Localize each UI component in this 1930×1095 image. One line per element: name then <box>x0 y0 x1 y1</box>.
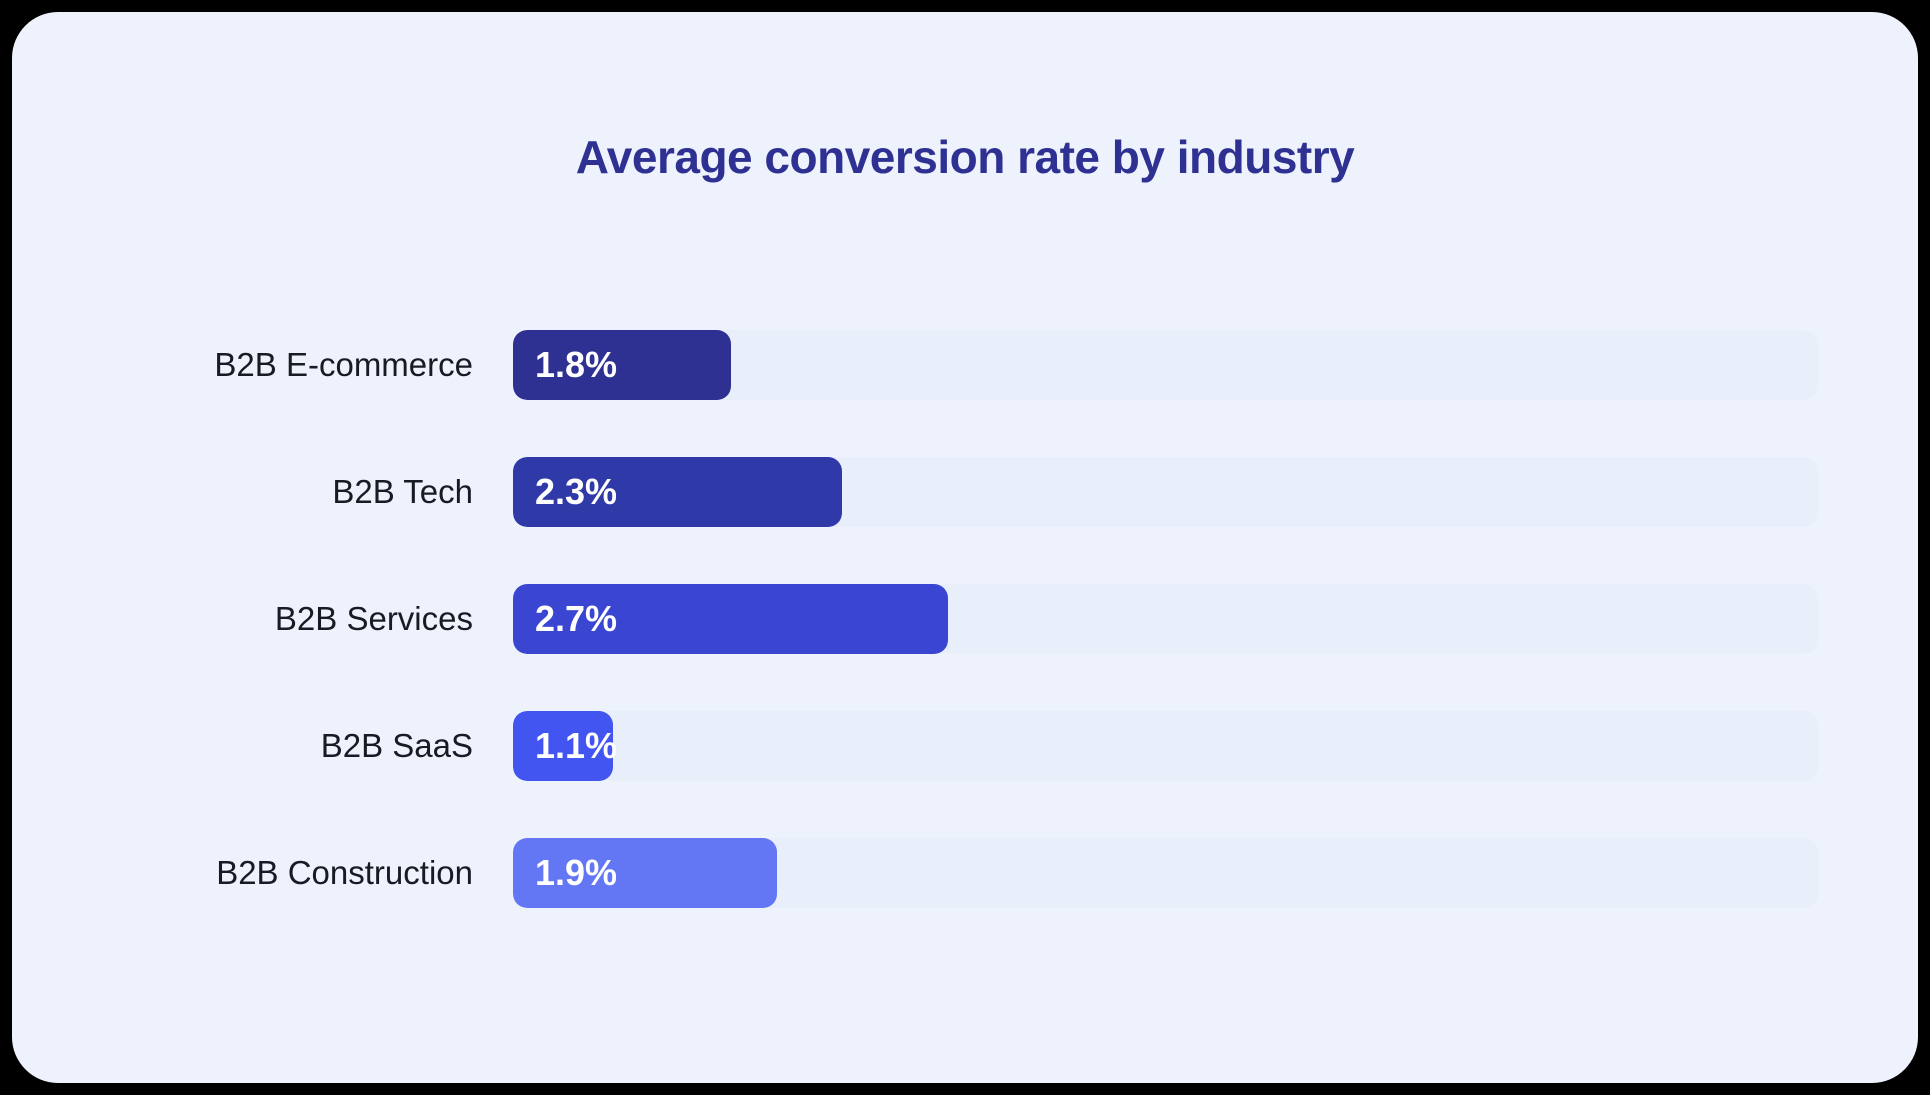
bar-row: B2B Construction 1.9% <box>183 838 1818 908</box>
bar-track: 1.1% <box>513 711 1818 781</box>
bar-track: 2.7% <box>513 584 1818 654</box>
bar-fill: 1.9% <box>513 838 777 908</box>
chart-title: Average conversion rate by industry <box>575 131 1355 183</box>
bar-track: 1.8% <box>513 330 1818 400</box>
bar-fill: 1.8% <box>513 330 731 400</box>
bar-fill: 1.1% <box>513 711 617 781</box>
bar-fill: 2.7% <box>513 584 948 654</box>
bar-row: B2B E-commerce 1.8% <box>183 330 1818 400</box>
bar-rows: B2B E-commerce 1.8% B2B Tech 2.3% B2B Servic… <box>183 330 1818 908</box>
bar-row: B2B Services 2.7% <box>183 584 1818 654</box>
bar-row: B2B Tech 2.3% <box>183 457 1818 527</box>
chart-card: Average conversion rate by industry B2B … <box>12 12 1918 1083</box>
category-label: B2B E-commerce <box>214 346 473 383</box>
value-label: 1.1% <box>535 725 618 766</box>
value-label: 2.3% <box>535 471 618 512</box>
category-label: B2B SaaS <box>320 727 473 764</box>
value-label: 1.8% <box>535 344 618 385</box>
category-label: B2B Services <box>274 600 473 637</box>
value-label: 2.7% <box>535 598 618 639</box>
bar-row: B2B SaaS 1.1% <box>183 711 1818 781</box>
category-label: B2B Construction <box>216 854 473 891</box>
bar-fill: 2.3% <box>513 457 842 527</box>
bar-track: 2.3% <box>513 457 1818 527</box>
bar-track: 1.9% <box>513 838 1818 908</box>
value-label: 1.9% <box>535 852 618 893</box>
category-label: B2B Tech <box>332 473 473 510</box>
